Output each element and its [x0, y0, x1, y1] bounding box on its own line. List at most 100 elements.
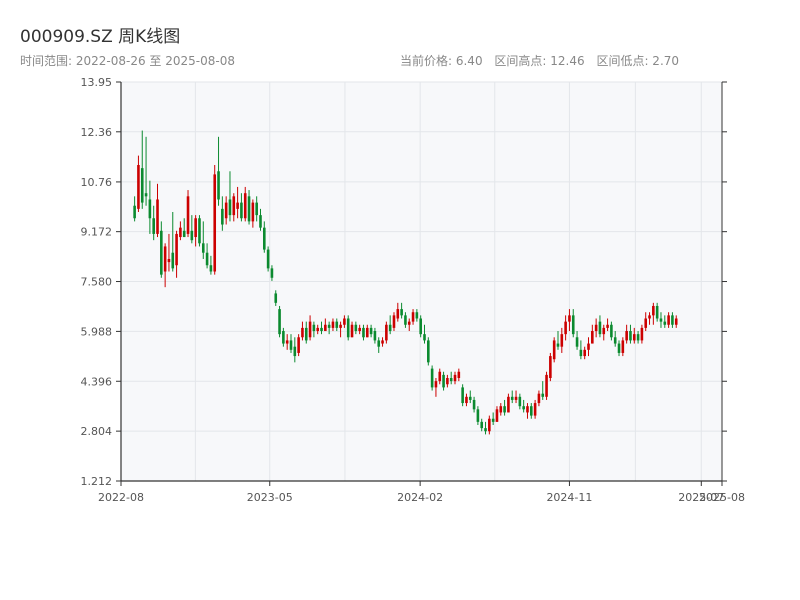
candle-body	[133, 205, 136, 219]
candle-body	[259, 215, 262, 228]
candle	[465, 393, 468, 407]
candle-body	[362, 327, 365, 338]
candle	[194, 215, 197, 247]
candle-body	[560, 334, 564, 347]
candle-body	[526, 406, 529, 413]
candle-body	[453, 374, 457, 382]
candle-body	[282, 331, 285, 344]
candle-body	[575, 337, 579, 347]
candle-body	[221, 208, 224, 225]
candle-body	[571, 315, 575, 335]
candle	[388, 315, 392, 335]
candle	[198, 215, 201, 247]
y-axis-labels: 13.95 12.36 10.76 9.172 7.580 5.988 4.396 2.804…	[81, 76, 113, 488]
candle	[221, 196, 224, 231]
candle-body	[137, 165, 140, 209]
price-summary: 当前价格: 6.40 区间高点: 12.46 区间低点: 2.70	[400, 52, 679, 69]
candle	[457, 368, 461, 382]
candle-body	[404, 315, 407, 325]
candle	[674, 315, 678, 328]
candle	[392, 312, 396, 332]
candle	[201, 221, 205, 259]
candle-body	[446, 378, 449, 385]
candle	[362, 324, 365, 341]
candle-body	[293, 346, 297, 357]
candle	[652, 302, 655, 325]
candle	[175, 230, 178, 278]
candle-body	[629, 331, 632, 341]
candle	[140, 130, 144, 209]
candle	[602, 324, 606, 341]
candle-body	[179, 227, 182, 238]
candle-body	[488, 418, 491, 432]
candle-body	[514, 396, 518, 400]
candle	[182, 218, 186, 238]
candle	[293, 337, 297, 363]
candle	[442, 371, 445, 391]
candle-body	[312, 324, 316, 332]
candle-body	[266, 249, 270, 269]
candle	[137, 155, 140, 212]
candle	[148, 180, 152, 234]
candle	[495, 406, 499, 422]
candle-body	[598, 321, 602, 335]
candle-body	[503, 406, 506, 413]
candle	[667, 312, 670, 328]
candle	[270, 265, 274, 281]
candle-body	[186, 196, 190, 234]
candle-body	[388, 324, 392, 332]
y-tick-label: 12.36	[81, 126, 113, 139]
candle-body	[251, 202, 255, 222]
y-tick-label: 7.580	[81, 276, 113, 289]
candle-body	[518, 396, 522, 407]
candle-body	[213, 174, 217, 272]
candle	[629, 324, 632, 344]
candle	[205, 243, 209, 269]
candle	[617, 340, 621, 357]
candle	[285, 334, 289, 350]
candle	[499, 403, 503, 416]
candle-body	[438, 371, 442, 382]
candle	[163, 243, 167, 288]
candle	[472, 396, 476, 413]
candle	[564, 315, 567, 341]
candle	[320, 321, 323, 335]
candle-body	[476, 409, 480, 422]
x-tick-label: 2025-07	[678, 491, 724, 504]
candle-body	[564, 321, 567, 335]
candle-body	[270, 268, 274, 278]
candle-body	[541, 393, 545, 397]
y-tick-label: 13.95	[81, 76, 113, 89]
candle	[659, 312, 663, 328]
candle	[377, 337, 381, 353]
candle-body	[205, 252, 209, 266]
candle	[327, 321, 331, 335]
candle-body	[301, 327, 304, 338]
candle-body	[194, 218, 197, 238]
candle	[358, 324, 361, 335]
candle-body	[594, 324, 598, 332]
candle	[263, 221, 266, 253]
candle-body	[182, 230, 186, 238]
candle-body	[510, 396, 514, 400]
candle-body	[201, 243, 205, 253]
candle	[632, 327, 636, 344]
y-tick-label: 10.76	[81, 176, 113, 189]
candle-body	[632, 334, 636, 341]
x-tick-label: 2023-05	[247, 491, 293, 504]
candle-body	[674, 318, 678, 325]
candle-body	[491, 418, 495, 422]
candle	[259, 208, 262, 231]
candle	[488, 415, 491, 435]
candle	[255, 196, 258, 222]
candle-body	[232, 196, 236, 216]
candle	[224, 196, 228, 225]
candle-body	[190, 230, 194, 241]
candle-body	[461, 387, 464, 404]
candle	[171, 211, 175, 272]
candle	[640, 324, 644, 344]
candle	[282, 327, 285, 347]
candle-body	[156, 199, 159, 234]
candle	[591, 324, 594, 344]
